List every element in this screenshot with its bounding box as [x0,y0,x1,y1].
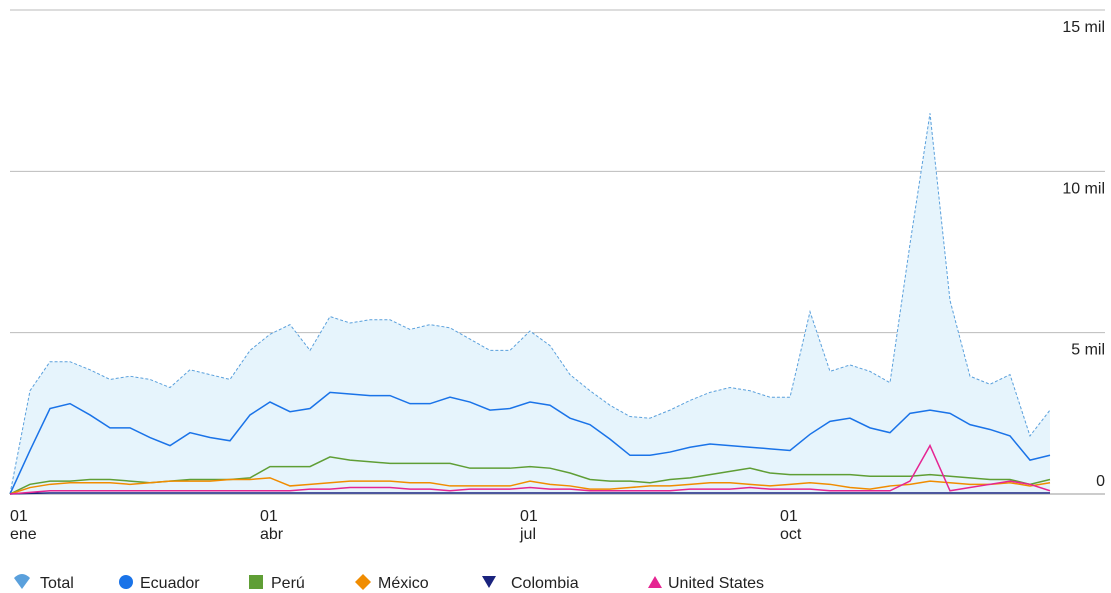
legend-marker [14,574,30,589]
legend-marker [648,576,662,588]
x-tick-label: 01 abr [260,508,284,543]
series-line [9,477,1051,495]
legend-label: Total [40,575,74,592]
x-tick-label: 01 ene [10,508,37,543]
y-tick-label: 10 mil [1062,180,1105,197]
legend-label: Colombia [511,575,579,592]
series-line [9,456,1051,495]
legend-label: United States [668,575,764,592]
legend-marker [119,575,133,589]
legend-label: Perú [271,575,305,592]
series-line [9,443,1051,495]
legend-marker [249,575,263,589]
x-tick-label: 01 jul [519,508,542,543]
y-tick-label: 5 mil [1071,342,1105,359]
legend-label: México [378,575,429,592]
y-tick-label: 0 [1096,473,1105,490]
series-line [9,113,1051,495]
series-line [9,391,1051,495]
x-tick-label: 01 oct [780,508,802,543]
legend-marker [482,576,496,588]
series-area [10,113,1050,495]
y-tick-label: 15 mil [1062,19,1105,36]
legend-marker [355,574,371,590]
legend-label: Ecuador [140,575,200,592]
series-line [9,492,1050,495]
